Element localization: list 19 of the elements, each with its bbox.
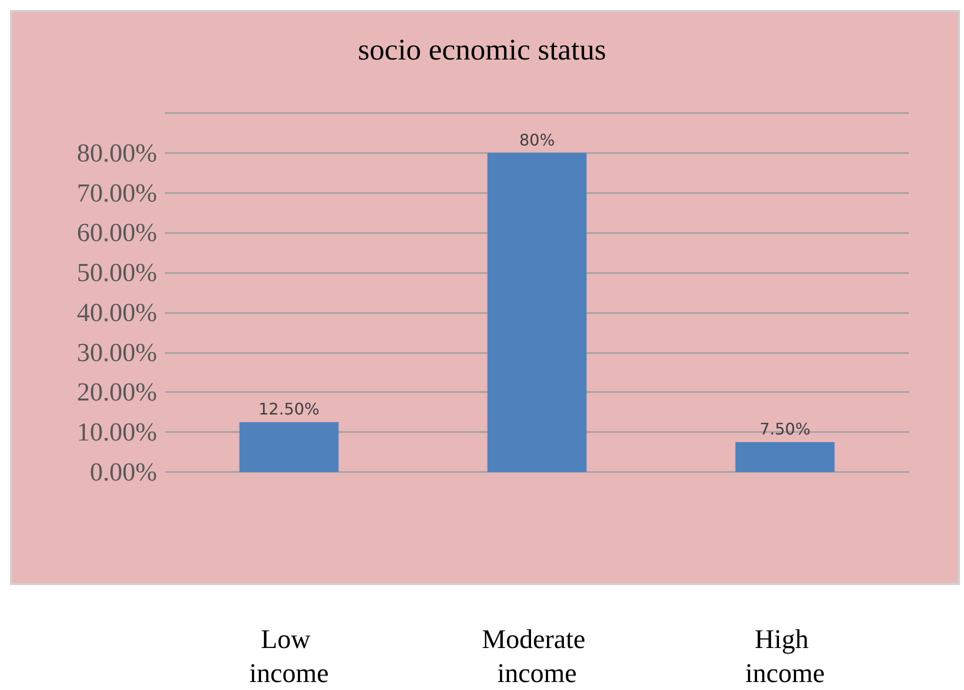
x-tick-label: Low income — [249, 624, 329, 688]
y-tick-label: 40.00% — [76, 298, 157, 327]
x-tick-label: High income — [745, 624, 825, 688]
y-tick-label: 20.00% — [76, 378, 157, 407]
data-label: 12.50% — [258, 400, 320, 419]
y-tick-label: 50.00% — [76, 258, 157, 288]
bar — [735, 442, 835, 472]
y-tick-label: 0.00% — [90, 458, 157, 486]
y-tick-label: 10.00% — [76, 418, 157, 447]
y-tick-label: 70.00% — [76, 178, 157, 208]
x-tick-label: Moderate income — [482, 624, 592, 688]
data-label: 80% — [519, 130, 555, 150]
y-tick-label: 80.00% — [76, 138, 157, 168]
bar — [239, 422, 339, 472]
data-label: 7.50% — [760, 420, 810, 439]
y-tick-label: 60.00% — [76, 218, 157, 248]
chart-title: socio ecnomic status — [358, 34, 606, 66]
bar — [487, 152, 587, 472]
y-tick-label: 30.00% — [76, 338, 157, 367]
